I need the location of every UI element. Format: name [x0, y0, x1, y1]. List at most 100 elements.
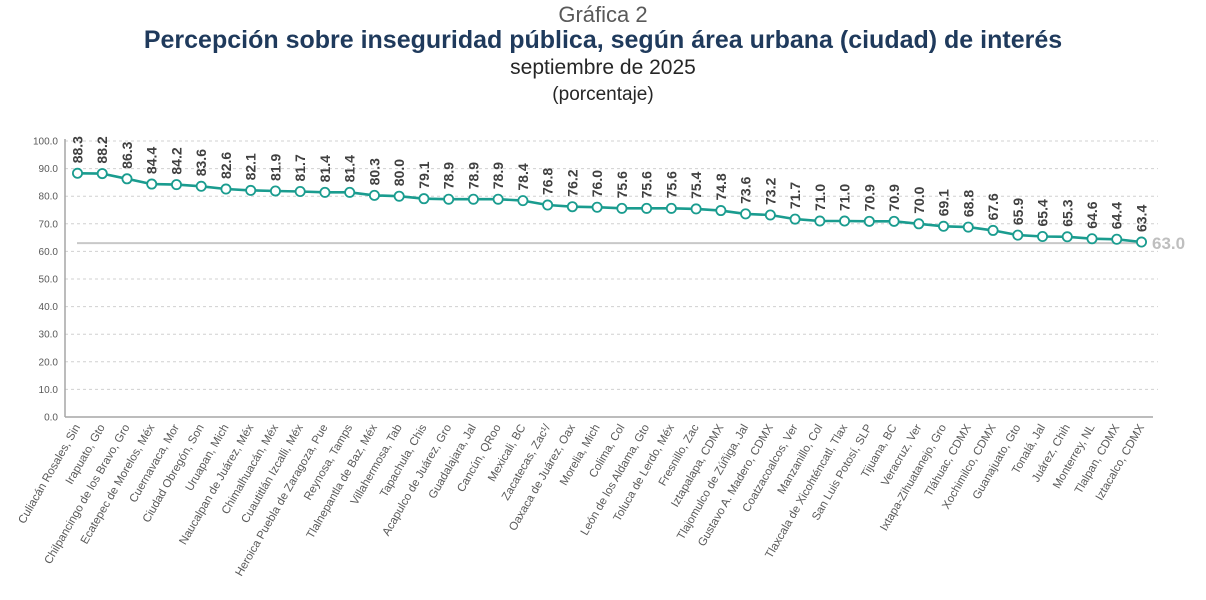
data-point — [1111, 233, 1123, 245]
data-point — [1136, 236, 1148, 248]
data-label: 71.0 — [837, 184, 853, 211]
series-line-group — [77, 172, 1142, 244]
data-point — [72, 167, 84, 179]
data-point — [121, 173, 133, 185]
data-labels: 88.3 88.2 86.3 84.4 84.2 83.6 82.6 82.1 81.9 81.7… — [70, 136, 1150, 232]
data-label: 79.1 — [416, 161, 432, 188]
data-label: 78.9 — [465, 162, 481, 189]
data-points — [72, 167, 1148, 248]
data-label: 81.9 — [267, 153, 283, 180]
y-tick-label: 90.0 — [39, 164, 59, 175]
data-point — [715, 205, 727, 217]
data-point — [368, 189, 380, 201]
data-point — [443, 193, 455, 205]
data-point — [839, 215, 851, 227]
y-tick-label: 10.0 — [39, 385, 59, 396]
data-label: 65.3 — [1059, 199, 1075, 226]
data-point — [987, 224, 999, 236]
data-point — [517, 195, 529, 207]
data-point — [1086, 233, 1098, 245]
data-label: 65.9 — [1010, 198, 1026, 225]
data-point — [566, 201, 578, 213]
data-point — [690, 203, 702, 215]
data-point — [393, 190, 405, 202]
y-tick-label: 30.0 — [39, 330, 59, 341]
data-label: 74.8 — [713, 173, 729, 200]
data-point — [467, 193, 479, 205]
data-point — [789, 213, 801, 225]
data-label: 65.4 — [1035, 199, 1051, 226]
data-label: 84.4 — [144, 147, 160, 174]
y-tick-label: 100.0 — [33, 137, 58, 148]
data-label: 76.8 — [540, 168, 556, 195]
data-label: 82.1 — [243, 153, 259, 180]
data-label: 71.0 — [812, 184, 828, 211]
data-point — [245, 184, 257, 196]
data-point — [344, 186, 356, 198]
y-tick-label: 0.0 — [44, 413, 58, 424]
data-point — [740, 208, 752, 220]
data-label: 71.7 — [787, 182, 803, 209]
data-point — [96, 168, 108, 180]
data-label: 82.6 — [218, 152, 234, 179]
data-point — [665, 202, 677, 214]
data-label: 70.9 — [861, 184, 877, 211]
data-point — [195, 180, 207, 192]
y-tick-label: 40.0 — [39, 302, 59, 313]
y-tick-label: 60.0 — [39, 247, 59, 258]
data-point — [863, 215, 875, 227]
data-point — [269, 185, 281, 197]
data-label: 75.6 — [663, 171, 679, 198]
data-point — [888, 215, 900, 227]
data-label: 84.2 — [168, 147, 184, 174]
data-label: 83.6 — [193, 149, 209, 176]
data-label: 70.0 — [911, 186, 927, 213]
data-label: 88.2 — [94, 136, 110, 163]
data-label: 64.4 — [1109, 202, 1125, 229]
gridlines — [65, 140, 1158, 390]
data-label: 78.9 — [441, 162, 457, 189]
data-label: 73.2 — [762, 178, 778, 205]
data-label: 67.6 — [985, 193, 1001, 220]
data-label: 73.6 — [738, 176, 754, 203]
data-label: 64.6 — [1084, 201, 1100, 228]
data-point — [294, 186, 306, 198]
data-label: 76.0 — [589, 170, 605, 197]
data-label: 75.6 — [639, 171, 655, 198]
y-tick-label: 50.0 — [39, 275, 59, 286]
data-point — [962, 221, 974, 233]
data-label: 88.3 — [70, 136, 86, 163]
data-label: 70.9 — [886, 184, 902, 211]
data-label: 78.4 — [515, 163, 531, 190]
data-label: 75.4 — [688, 171, 704, 198]
data-point — [492, 193, 504, 205]
data-point — [1037, 230, 1049, 242]
data-point — [814, 215, 826, 227]
reference-line-group: 63.0 — [77, 234, 1185, 253]
series-line — [77, 172, 1142, 244]
data-point — [170, 179, 182, 191]
data-point — [146, 178, 158, 190]
data-point — [1061, 231, 1073, 243]
data-label: 81.7 — [292, 154, 308, 181]
data-label: 68.8 — [960, 190, 976, 217]
data-label: 80.0 — [391, 159, 407, 186]
data-point — [616, 202, 628, 214]
reference-line-label: 63.0 — [1152, 234, 1185, 253]
data-point — [220, 183, 232, 195]
y-tick-label: 70.0 — [39, 219, 59, 230]
y-axis: 0.0 10.0 20.0 30.0 40.0 50.0 60.0 70.0 80.0 90.0 1… — [33, 137, 66, 424]
chart-kicker: Gráfica 2 — [558, 2, 648, 27]
data-point — [542, 199, 554, 211]
data-label: 75.6 — [614, 171, 630, 198]
y-tick-label: 20.0 — [39, 357, 59, 368]
data-label: 76.2 — [564, 169, 580, 196]
y-tick-label: 80.0 — [39, 192, 59, 203]
data-label: 63.4 — [1134, 205, 1150, 232]
data-point — [319, 186, 331, 198]
data-point — [764, 209, 776, 221]
data-point — [641, 202, 653, 214]
data-label: 69.1 — [936, 189, 952, 216]
